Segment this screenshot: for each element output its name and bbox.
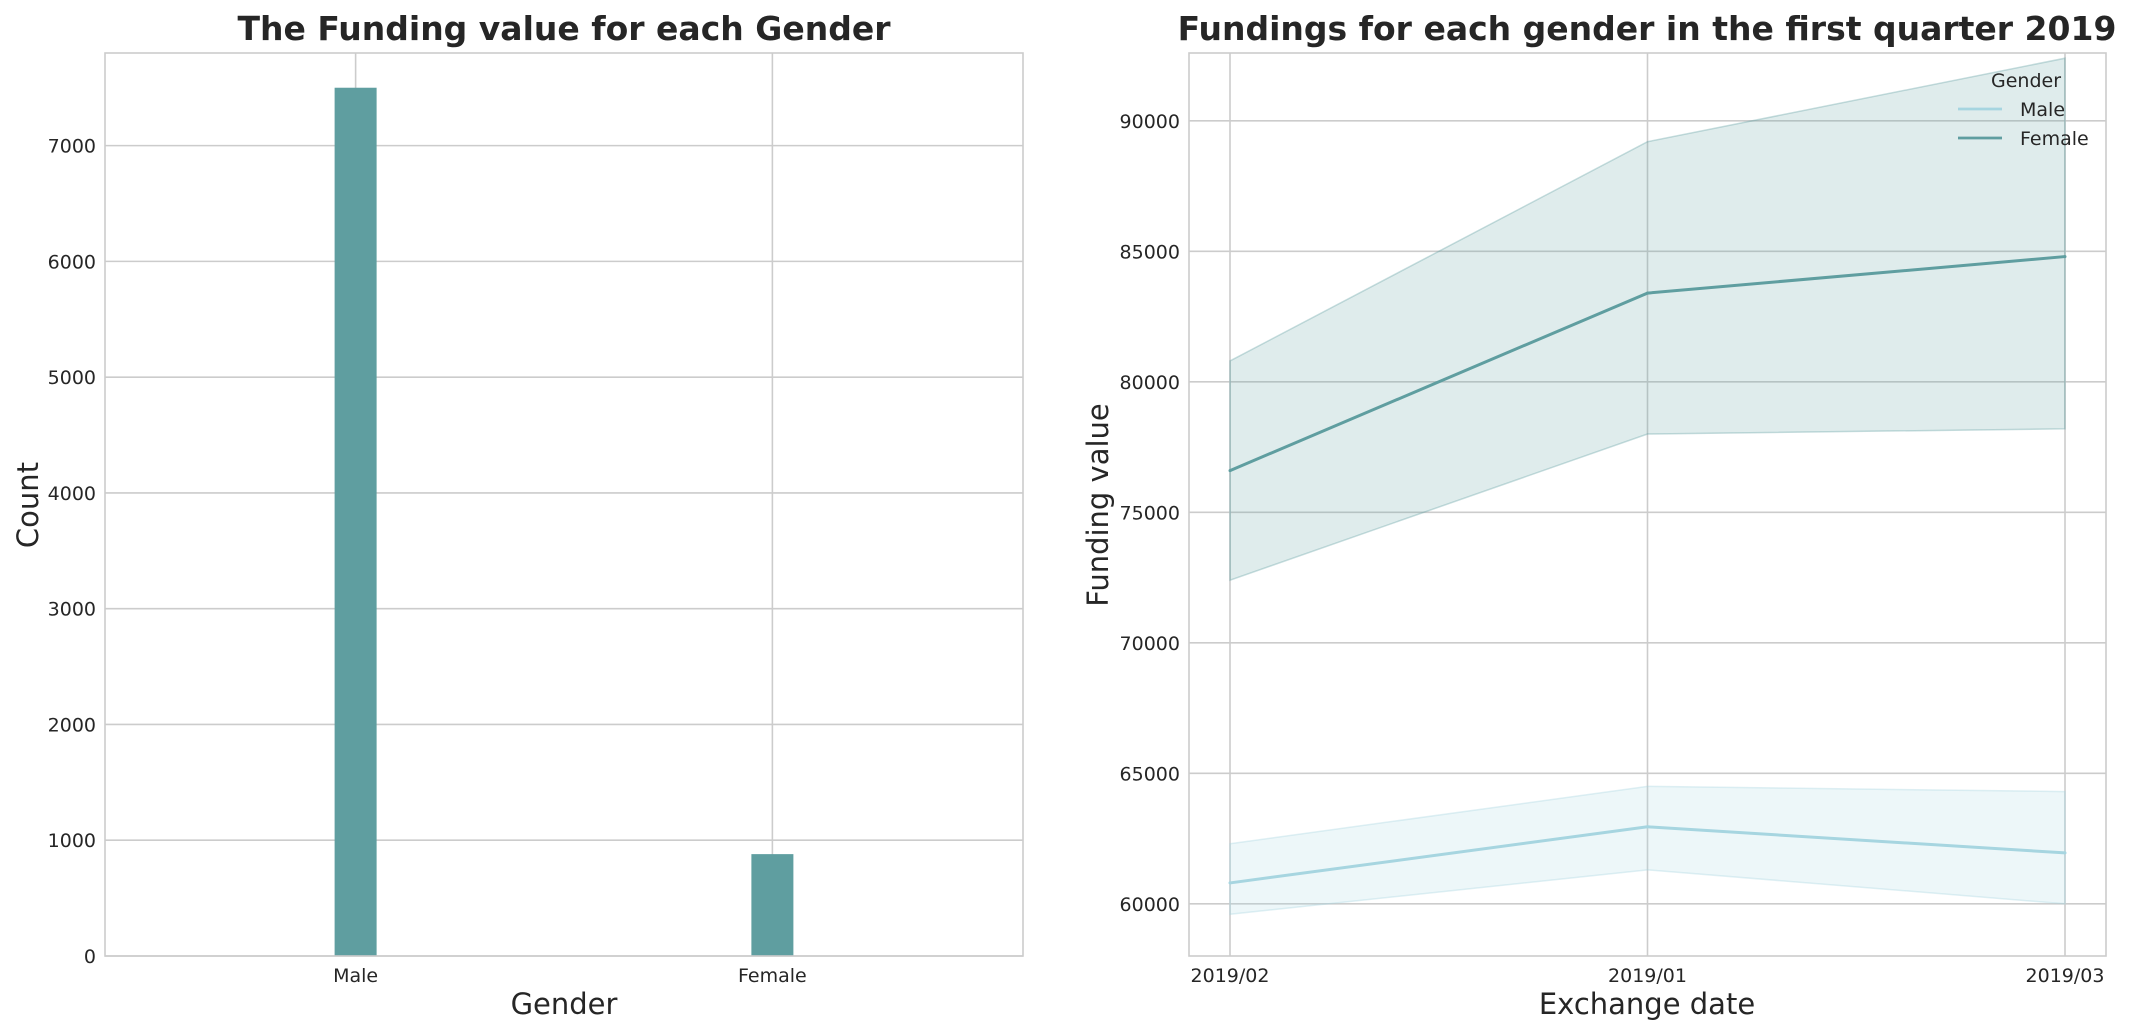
data-point-male <box>1228 881 1232 885</box>
bar-male <box>334 87 377 956</box>
bar-chart-x-ticks: Male Female <box>333 965 807 987</box>
data-point-male <box>1646 825 1649 829</box>
line-chart-title: Fundings for each gender in the first qu… <box>1178 9 2117 48</box>
ci-band-female <box>1229 57 2066 582</box>
bar-chart-y-tick-label: 5000 <box>48 367 96 389</box>
bar-chart-x-tick-label: Male <box>333 965 378 987</box>
line-chart-lines <box>1228 255 2067 885</box>
line-chart-confidence-bands <box>1229 57 2066 916</box>
bar-chart-y-tick-label: 4000 <box>48 483 96 505</box>
legend-label-male: Male <box>2020 99 2065 121</box>
bar-chart-y-ticks: 0 1000 2000 3000 4000 5000 6000 7000 <box>48 136 96 968</box>
data-point-male <box>2063 851 2067 855</box>
line-chart-panel: 60000 65000 70000 75000 80000 85000 90000 2019… <box>1081 9 2116 1021</box>
line-chart-y-tick-label: 60000 <box>1120 894 1180 916</box>
line-chart-x-tick-label: 2019/03 <box>2026 965 2105 987</box>
line-chart-y-tick-label: 65000 <box>1120 763 1180 785</box>
bar-chart-bars <box>334 87 794 956</box>
bar-chart-title: The Funding value for each Gender <box>238 9 892 48</box>
line-chart-y-axis-label: Funding value <box>1081 403 1115 607</box>
bar-chart-y-tick-label: 7000 <box>48 136 96 158</box>
line-chart-x-axis-label: Exchange date <box>1539 987 1755 1021</box>
bar-chart-frame <box>104 52 1024 957</box>
line-chart-frame <box>1188 52 2107 957</box>
line-chart-gridlines <box>1189 53 2106 956</box>
bar-chart-y-tick-label: 1000 <box>48 830 96 852</box>
line-chart-legend: Gender Male Female <box>1958 70 2089 150</box>
bar-chart-y-tick-label: 3000 <box>48 599 96 621</box>
line-chart-y-ticks: 60000 65000 70000 75000 80000 85000 90000 <box>1120 111 1180 916</box>
legend-title: Gender <box>1991 70 2061 92</box>
line-chart-y-tick-label: 75000 <box>1120 502 1180 524</box>
bar-chart-y-tick-label: 6000 <box>48 251 96 273</box>
data-point-female <box>1646 291 1649 295</box>
bar-chart-x-tick-label: Female <box>738 965 807 987</box>
line-chart-x-tick-label: 2019/02 <box>1191 965 1270 987</box>
bar-chart-y-tick-label: 2000 <box>48 714 96 736</box>
data-point-female <box>2063 255 2067 259</box>
line-chart-y-tick-label: 80000 <box>1120 372 1180 394</box>
bar-chart-y-axis-label: Count <box>11 462 45 548</box>
line-chart-x-tick-label: 2019/01 <box>1608 965 1687 987</box>
line-chart-y-tick-label: 90000 <box>1120 111 1180 133</box>
bar-chart-y-tick-label: 0 <box>84 946 96 968</box>
bar-chart-plot-area <box>105 53 1023 956</box>
bar-chart-panel: 0 1000 2000 3000 4000 5000 6000 7000 Male Female… <box>11 9 1024 1021</box>
line-chart-y-tick-label: 70000 <box>1120 633 1180 655</box>
bar-female <box>751 854 794 956</box>
bar-chart-x-axis-label: Gender <box>511 987 618 1021</box>
data-point-female <box>1228 469 1232 473</box>
line-chart-y-tick-label: 85000 <box>1120 241 1180 263</box>
legend-label-female: Female <box>2020 128 2089 150</box>
line-chart-x-ticks: 2019/02 2019/01 2019/03 <box>1191 965 2105 987</box>
ci-band-male <box>1229 785 2066 916</box>
